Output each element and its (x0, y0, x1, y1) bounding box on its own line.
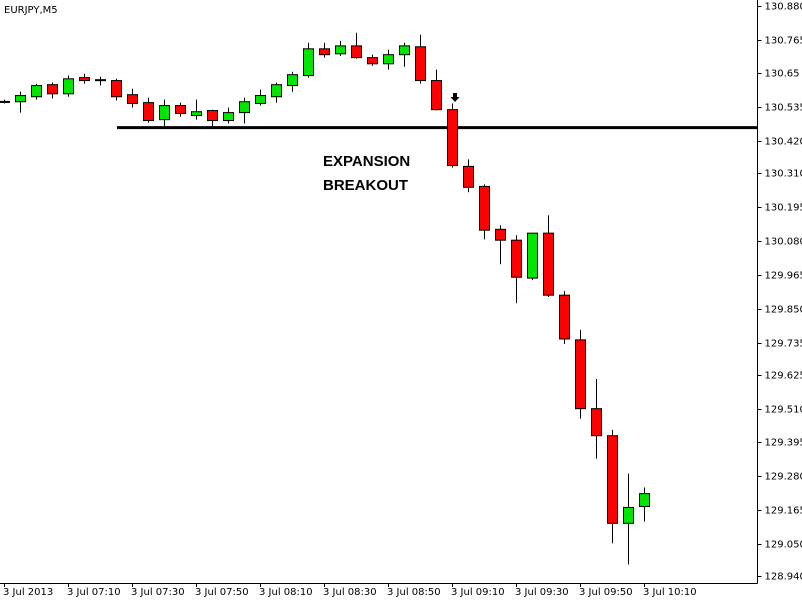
y-tick-label: 129.280 (765, 472, 802, 483)
candle-body (319, 48, 330, 56)
candle-body (591, 408, 602, 437)
y-tick-label: 129.965 (765, 271, 802, 282)
candle-body (111, 80, 122, 98)
x-tick-label: 3 Jul 2013 (3, 587, 53, 598)
candle-body (79, 77, 90, 82)
chart-title: EURJPY,M5 (4, 5, 58, 16)
candle-body (495, 228, 506, 241)
y-tick-label: 130.195 (765, 203, 802, 214)
candle-body (575, 339, 586, 410)
candle-body (95, 79, 106, 82)
candle-body (511, 239, 522, 278)
candle-body (335, 45, 346, 55)
candle-body (63, 78, 74, 95)
candle-body (207, 110, 218, 122)
y-tick-label: 129.850 (765, 305, 802, 316)
candle-body (463, 165, 474, 188)
candle-body (351, 45, 362, 59)
candle-body (0, 100, 10, 103)
candle-body (415, 46, 426, 82)
y-tick-label: 130.880 (765, 2, 802, 13)
y-tick-label: 130.310 (765, 169, 802, 180)
candle-body (143, 102, 154, 122)
candle-body (623, 506, 634, 524)
y-tick-label: 130.65 (765, 69, 800, 80)
candle-body (15, 95, 26, 103)
x-tick-label: 3 Jul 10:10 (643, 587, 697, 598)
x-tick-label: 3 Jul 08:10 (259, 587, 313, 598)
annotation: EXPANSION (323, 153, 410, 170)
candle-body (175, 105, 186, 114)
y-tick-label: 129.395 (765, 438, 802, 449)
candle-body (607, 435, 618, 524)
candle-body (31, 85, 42, 98)
y-tick-label: 129.625 (765, 371, 802, 382)
candle-body (287, 74, 298, 87)
annotation: BREAKOUT (323, 177, 408, 194)
candle-body (191, 111, 202, 117)
x-tick-label: 3 Jul 07:30 (131, 587, 185, 598)
y-tick-label: 130.420 (765, 137, 802, 148)
y-tick-label: 129.510 (765, 405, 802, 416)
x-tick-label: 3 Jul 09:50 (579, 587, 633, 598)
candle-body (447, 109, 458, 167)
candle-body (431, 80, 442, 111)
candle-body (399, 45, 410, 56)
x-tick-label: 3 Jul 09:10 (451, 587, 505, 598)
y-tick-label: 130.765 (765, 36, 802, 47)
y-tick-label: 128.940 (765, 572, 802, 583)
candle-body (159, 105, 170, 121)
y-tick-label: 130.535 (765, 103, 802, 114)
arrow-marker (450, 93, 460, 102)
y-tick-label: 129.165 (765, 506, 802, 517)
candle-body (367, 57, 378, 65)
x-tick-label: 3 Jul 08:30 (323, 587, 377, 598)
candle-body (559, 294, 570, 340)
candle-body (543, 232, 554, 296)
x-tick-label: 3 Jul 07:10 (67, 587, 121, 598)
y-tick-label: 130.080 (765, 237, 802, 248)
candle-body (239, 101, 250, 114)
candle-body (255, 95, 266, 104)
x-tick-label: 3 Jul 07:50 (195, 587, 249, 598)
candle-body (479, 185, 490, 231)
x-tick-label: 3 Jul 08:50 (387, 587, 441, 598)
candle-body (127, 94, 138, 104)
candle-body (271, 84, 282, 98)
candle-body (639, 493, 650, 508)
y-tick-label: 129.050 (765, 540, 802, 551)
x-tick-label: 3 Jul 09:30 (515, 587, 569, 598)
y-tick-label: 129.735 (765, 339, 802, 350)
candle-body (303, 48, 314, 77)
candle-body (223, 112, 234, 122)
candle-body (47, 84, 58, 95)
candle-body (527, 232, 538, 279)
candle-body (383, 54, 394, 65)
